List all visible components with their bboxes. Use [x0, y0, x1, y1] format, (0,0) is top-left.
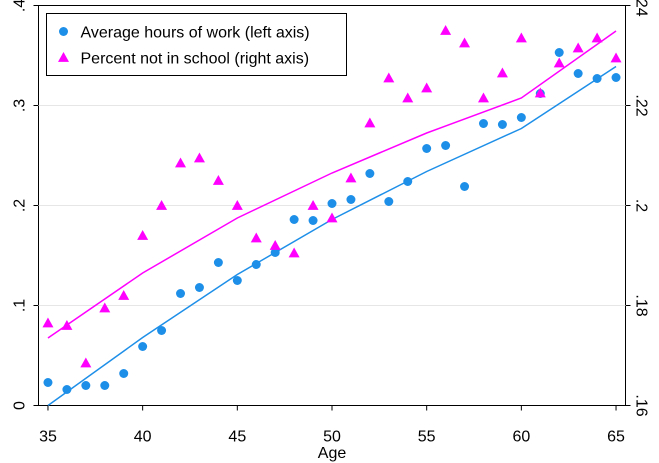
school-point: [553, 57, 565, 68]
legend-box: [46, 13, 347, 76]
legend-school-label: Percent not in school (right axis): [81, 51, 310, 68]
school-point: [610, 52, 622, 63]
hours-point: [441, 141, 451, 150]
school-point: [118, 290, 130, 300]
school-point: [459, 37, 471, 48]
school-point: [326, 212, 338, 223]
hours-point: [403, 177, 413, 186]
hours-point: [176, 289, 186, 298]
school-point: [80, 357, 92, 368]
hours-point: [62, 385, 72, 394]
school-point: [572, 42, 584, 53]
x-axis-title: Age: [318, 445, 347, 462]
x-tick-label: 55: [418, 429, 436, 446]
school-point: [421, 82, 433, 93]
hours-point: [365, 169, 375, 178]
hours-point: [478, 119, 488, 128]
y-right-tick-label: .18: [633, 294, 650, 316]
hours-point: [157, 326, 167, 335]
school-point: [440, 25, 452, 35]
hours-point: [516, 113, 526, 122]
school-point: [383, 72, 395, 83]
y-right-tick-label: .16: [633, 394, 650, 416]
school-point: [61, 320, 73, 330]
y-left-tick-label: .2: [12, 199, 29, 212]
school-point: [269, 240, 281, 250]
school-point: [212, 175, 224, 185]
school-point: [193, 152, 205, 163]
school-point: [345, 172, 357, 183]
hours-point: [81, 381, 91, 390]
x-tick-label: 35: [39, 429, 57, 446]
hours-point: [270, 248, 280, 257]
school-point: [156, 200, 168, 210]
x-tick-label: 65: [607, 429, 625, 446]
hours-point: [213, 258, 223, 267]
hours-point: [100, 381, 110, 390]
hours-point: [573, 69, 583, 78]
school-point: [42, 317, 54, 328]
hours-point: [554, 48, 564, 57]
hours-point: [308, 216, 318, 225]
school-fit-line: [47, 30, 617, 339]
school-point: [250, 232, 262, 243]
hours-point: [251, 260, 261, 269]
hours-point: [611, 73, 621, 82]
school-point: [175, 157, 187, 168]
legend: Average hours of work (left axis) Percent…: [46, 13, 347, 76]
x-tick-label: 40: [134, 429, 152, 446]
y-left-tick-label: 0: [12, 401, 29, 410]
school-point: [307, 200, 319, 210]
hours-point: [422, 144, 432, 153]
legend-hours-label: Average hours of work (left axis): [81, 25, 310, 42]
school-point: [231, 200, 243, 210]
school-point: [288, 247, 300, 258]
school-point: [99, 302, 111, 313]
y-left-tick-label: .4: [12, 0, 29, 12]
x-tick-label: 50: [323, 429, 341, 446]
data-points: [42, 25, 622, 394]
hours-point: [346, 195, 356, 204]
hours-point: [138, 342, 148, 351]
hours-point: [43, 378, 53, 387]
hours-point: [327, 199, 337, 208]
y-left-tick-label: .3: [12, 99, 29, 112]
hours-point: [194, 283, 204, 292]
school-point: [137, 230, 149, 240]
school-point: [591, 32, 603, 43]
legend-hours-marker: [59, 27, 68, 36]
hours-point: [460, 182, 470, 191]
hours-point: [289, 215, 299, 224]
school-point: [364, 117, 376, 128]
y-left-tick-label: .1: [12, 299, 29, 312]
school-point: [496, 67, 508, 78]
hours-point: [119, 369, 129, 378]
school-point: [477, 92, 489, 103]
school-point: [402, 92, 414, 103]
y-right-tick-label: .2: [633, 199, 650, 212]
x-tick-label: 60: [512, 429, 530, 446]
x-tick-label: 45: [228, 429, 246, 446]
school-point: [515, 32, 527, 43]
legend-school-marker: [58, 52, 69, 62]
school-point: [534, 87, 546, 98]
hours-point: [232, 276, 242, 285]
hours-point: [384, 197, 394, 206]
hours-point: [497, 120, 507, 129]
hours-point: [592, 74, 602, 83]
y-right-tick-label: .22: [633, 94, 650, 116]
y-right-tick-label: .24: [633, 0, 650, 17]
axes: 35 40 45 50 55 60 65 0 .1 .2 .3 .4 .16 .18 .2 .22 .24: [12, 0, 650, 446]
